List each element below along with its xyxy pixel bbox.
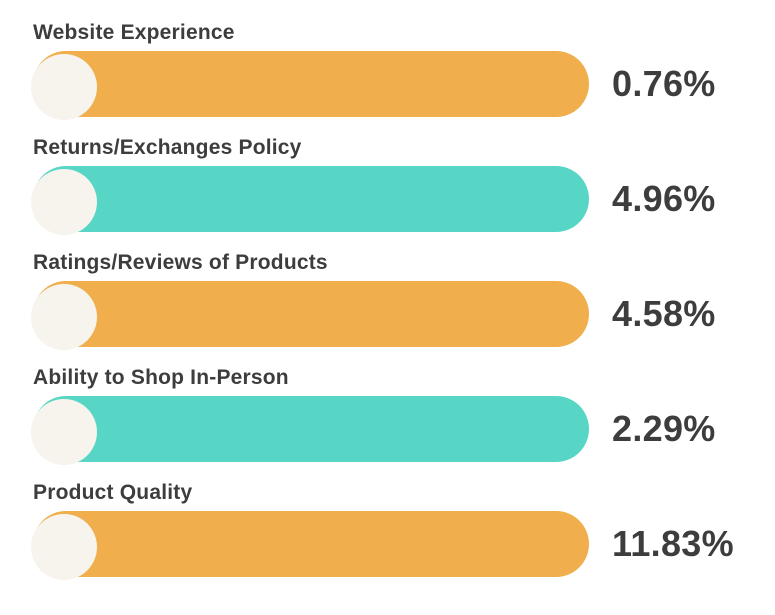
- bar-line: 4.96%: [31, 166, 775, 235]
- bar: [31, 511, 589, 580]
- bar: [31, 396, 589, 465]
- bar-cap-circle: [31, 169, 97, 235]
- value-label: 4.58%: [612, 293, 716, 334]
- bar-row: Returns/Exchanges Policy 4.96%: [31, 136, 775, 235]
- value-label: 2.29%: [612, 408, 716, 449]
- value-label: 11.83%: [612, 523, 734, 564]
- bar-row: Ratings/Reviews of Products 4.58%: [31, 251, 775, 350]
- bar: [31, 51, 589, 120]
- bar-cap-circle: [31, 54, 97, 120]
- bar-row: Website Experience 0.76%: [31, 21, 775, 120]
- bar-cap-circle: [31, 284, 97, 350]
- category-label: Website Experience: [33, 21, 235, 44]
- bar-row: Ability to Shop In-Person 2.29%: [31, 366, 775, 465]
- category-label: Returns/Exchanges Policy: [33, 136, 302, 159]
- bar-cap-circle: [31, 399, 97, 465]
- value-label: 0.76%: [612, 63, 716, 104]
- bar: [31, 166, 589, 235]
- category-label: Ability to Shop In-Person: [33, 366, 289, 389]
- bar-chart: Website Experience 0.76% Returns/Exchang…: [31, 21, 775, 580]
- bar-line: 4.58%: [31, 281, 775, 350]
- bar: [31, 281, 589, 350]
- bar-line: 11.83%: [31, 511, 775, 580]
- bar-line: 2.29%: [31, 396, 775, 465]
- category-label: Product Quality: [33, 481, 193, 504]
- category-label: Ratings/Reviews of Products: [33, 251, 328, 274]
- bar-cap-circle: [31, 514, 97, 580]
- bar-line: 0.76%: [31, 51, 775, 120]
- bar-row: Product Quality 11.83%: [31, 481, 775, 580]
- value-label: 4.96%: [612, 178, 716, 219]
